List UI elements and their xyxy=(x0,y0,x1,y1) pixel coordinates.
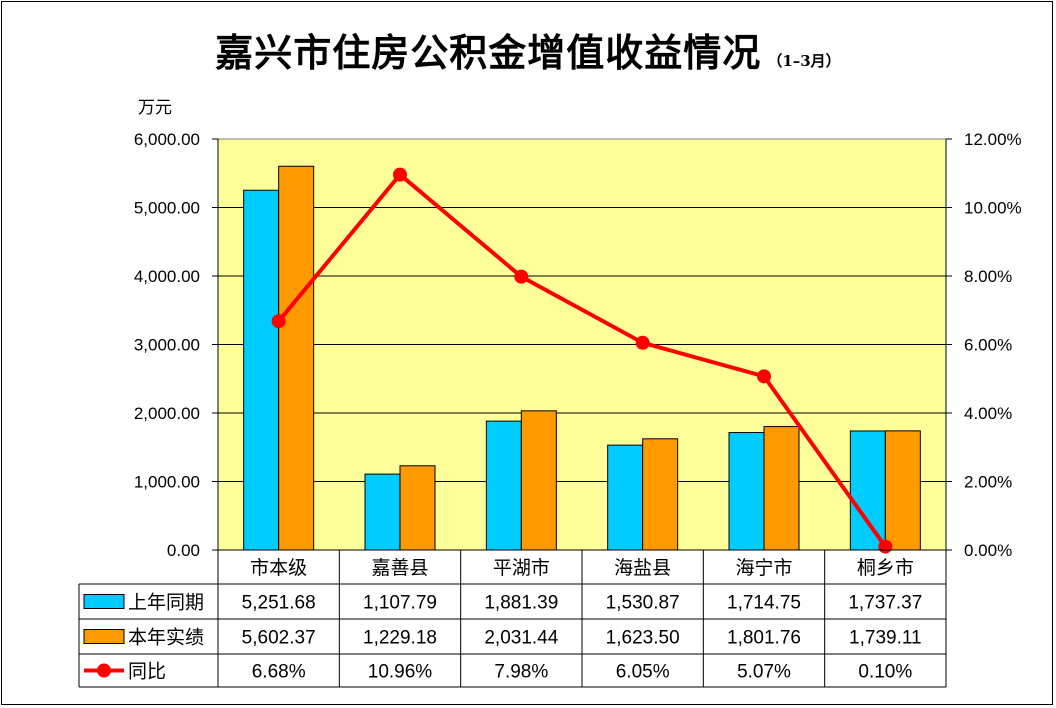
line-point xyxy=(514,269,529,284)
right-axis-tick-label: 8.00% xyxy=(964,267,1012,286)
legend-label: 本年实绩 xyxy=(128,627,204,649)
bar-本年实绩 xyxy=(763,426,800,551)
category-label: 桐乡市 xyxy=(857,557,914,579)
table-cell: 1,739.11 xyxy=(849,628,922,649)
left-axis-tick-label: 6,000.00 xyxy=(134,130,200,149)
bar-上年同期 xyxy=(607,444,644,551)
table-cell: 5,251.68 xyxy=(242,593,316,614)
legend-label: 上年同期 xyxy=(128,592,204,614)
table-cell: 1,881.39 xyxy=(484,593,558,614)
legend-label: 同比 xyxy=(128,661,166,683)
table-cell: 0.10% xyxy=(858,662,912,683)
left-axis-unit: 万元 xyxy=(138,98,172,118)
category-label: 嘉善县 xyxy=(371,557,428,579)
right-axis-tick-label: 12.00% xyxy=(964,130,1022,149)
legend-key-上年同期 xyxy=(83,594,125,609)
right-axis-tick-label: 10.00% xyxy=(964,199,1022,218)
legend-key-本年实绩 xyxy=(83,629,125,644)
table-cell: 1,623.50 xyxy=(606,628,680,649)
chart-title: 嘉兴市住房公积金增值收益情况 xyxy=(215,30,762,75)
bar-本年实绩 xyxy=(642,438,679,551)
line-point xyxy=(393,167,407,182)
category-label: 海盐县 xyxy=(614,557,671,579)
table-cell: 10.96% xyxy=(368,662,433,683)
category-label: 海宁市 xyxy=(735,557,792,579)
bar-上年同期 xyxy=(485,420,522,551)
bar-上年同期 xyxy=(728,432,765,551)
line-point xyxy=(757,369,771,384)
chart-subtitle: （1–3月） xyxy=(767,52,841,70)
bar-上年同期 xyxy=(364,473,401,551)
table-cell: 1,530.87 xyxy=(606,593,680,614)
table-cell: 1,229.18 xyxy=(363,628,437,649)
line-point xyxy=(878,539,893,554)
bar-上年同期 xyxy=(243,189,280,551)
line-point xyxy=(635,335,650,350)
bar-上年同期 xyxy=(849,430,886,551)
right-axis-tick-label: 2.00% xyxy=(964,473,1012,492)
title-block: 嘉兴市住房公积金增值收益情况 （1–3月） xyxy=(0,22,1056,77)
bar-本年实绩 xyxy=(520,410,557,551)
category-label: 平湖市 xyxy=(493,557,550,579)
table-cell: 1,714.75 xyxy=(727,593,801,614)
table-cell: 6.05% xyxy=(616,662,670,683)
left-axis-tick-label: 1,000.00 xyxy=(134,473,200,492)
right-axis-tick-label: 6.00% xyxy=(964,336,1012,355)
line-series-ratio xyxy=(277,171,887,548)
table-cell: 7.98% xyxy=(494,662,548,683)
table-cell: 1,801.76 xyxy=(727,628,801,649)
left-axis-tick-label: 5,000.00 xyxy=(134,199,200,218)
table-cell: 5.07% xyxy=(737,662,791,683)
table-cell: 5,602.37 xyxy=(242,628,316,649)
table-cell: 1,107.79 xyxy=(363,593,437,614)
table-cell: 2,031.44 xyxy=(484,628,558,649)
left-axis-tick-label: 3,000.00 xyxy=(134,336,200,355)
left-axis-tick-label: 2,000.00 xyxy=(134,404,200,423)
left-axis-tick-label: 0.00 xyxy=(167,541,200,560)
bar-本年实绩 xyxy=(884,430,921,551)
bar-本年实绩 xyxy=(399,465,436,551)
left-axis-tick-label: 4,000.00 xyxy=(134,267,200,286)
category-label: 市本级 xyxy=(250,557,307,579)
right-axis-tick-label: 4.00% xyxy=(964,404,1012,423)
line-point xyxy=(271,314,286,329)
right-axis-tick-label: 0.00% xyxy=(964,541,1012,560)
table-cell: 1,737.37 xyxy=(848,593,922,614)
bar-本年实绩 xyxy=(278,165,315,551)
table-cell: 6.68% xyxy=(252,662,306,683)
legend-key-marker xyxy=(97,663,111,678)
